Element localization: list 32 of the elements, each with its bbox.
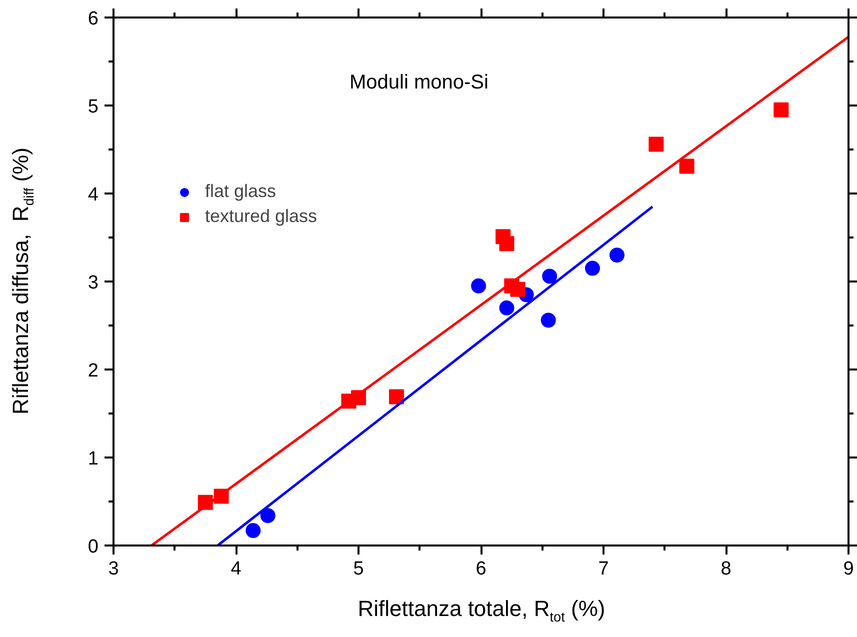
point (510, 282, 526, 297)
point (246, 523, 261, 538)
point (540, 312, 556, 328)
y-tick-label: 3 (88, 272, 99, 294)
point (648, 136, 664, 152)
point (609, 248, 624, 263)
x-axis-title: Riflettanza totale, R$_{tot}$ (%) (358, 595, 606, 626)
x-tick-label: 7 (598, 558, 609, 580)
legend-label: textured glass (205, 206, 318, 227)
y-tick-label: 4 (88, 184, 99, 206)
point (388, 389, 404, 404)
point (499, 300, 514, 316)
x-tick-label: 8 (720, 558, 732, 580)
y-tick-label: 1 (88, 448, 99, 470)
y-tick-label: 6 (88, 8, 99, 30)
point (774, 102, 789, 118)
point (679, 158, 694, 174)
point (499, 236, 514, 252)
y-tick-label: 5 (88, 96, 99, 118)
point (471, 278, 486, 294)
point (542, 268, 558, 284)
y-tick-label: 0 (88, 536, 99, 558)
x-tick-label: 9 (843, 558, 854, 580)
x-tick-label: 5 (353, 558, 364, 580)
x-tick-label: 4 (230, 558, 242, 580)
point (584, 260, 600, 276)
legend-label: flat glass (205, 181, 276, 202)
y-tick-label: 2 (88, 360, 99, 382)
x-tick-label: 3 (108, 558, 119, 580)
annotation: Moduli mono-Si (350, 72, 488, 94)
point (260, 508, 276, 524)
x-tick-label: 6 (476, 558, 486, 580)
